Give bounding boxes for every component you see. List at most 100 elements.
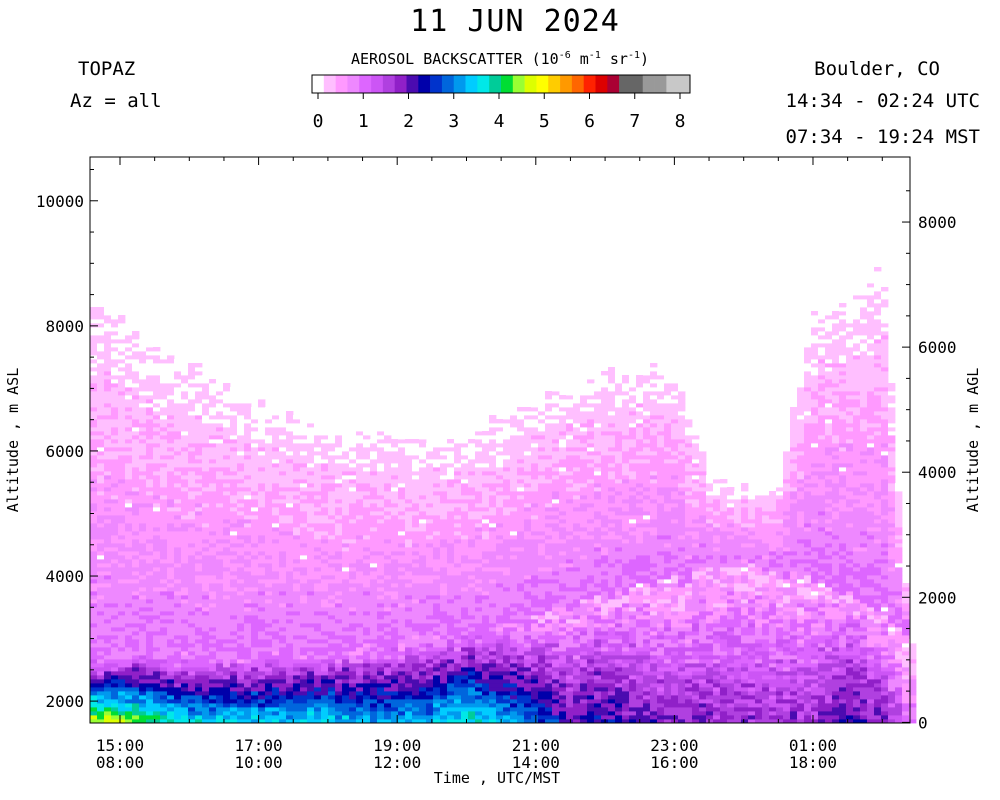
backscatter-cell [195,371,203,376]
backscatter-cell [223,423,231,428]
backscatter-cell [440,643,448,648]
backscatter-cell [342,635,350,640]
backscatter-cell [272,655,280,660]
backscatter-cell [503,503,511,508]
backscatter-cell [132,459,140,464]
backscatter-cell [307,695,315,700]
backscatter-cell [188,615,196,620]
backscatter-cell [503,443,511,448]
backscatter-cell [97,399,105,404]
backscatter-cell [132,659,140,664]
backscatter-cell [342,435,350,440]
backscatter-cell [370,663,378,668]
backscatter-cell [489,491,497,496]
backscatter-cell [146,423,154,428]
backscatter-cell [90,319,98,324]
backscatter-cell [244,711,252,716]
backscatter-cell [104,503,112,508]
backscatter-cell [111,611,119,616]
backscatter-cell [398,447,406,452]
backscatter-cell [475,463,483,468]
backscatter-cell [398,651,406,656]
backscatter-cell [258,683,266,688]
backscatter-cell [118,339,126,344]
backscatter-cell [440,663,448,668]
backscatter-cell [412,439,420,444]
backscatter-cell [433,499,441,504]
backscatter-cell [132,367,140,372]
backscatter-cell [118,451,126,456]
backscatter-cell [223,431,231,436]
backscatter-cell [202,387,210,392]
backscatter-cell [300,687,308,692]
backscatter-cell [384,507,392,512]
backscatter-cell [377,479,385,484]
backscatter-cell [97,699,105,704]
backscatter-cell [482,535,490,540]
backscatter-cell [216,647,224,652]
backscatter-cell [503,647,511,652]
backscatter-cell [125,403,133,408]
backscatter-cell [391,687,399,692]
backscatter-cell [454,707,462,712]
backscatter-cell [384,563,392,568]
backscatter-cell [440,675,448,680]
backscatter-cell [356,483,364,488]
backscatter-cell [181,495,189,500]
backscatter-cell [90,575,98,580]
backscatter-cell [307,679,315,684]
backscatter-cell [153,695,161,700]
backscatter-cell [160,707,168,712]
backscatter-cell [111,567,119,572]
backscatter-cell [503,515,511,520]
backscatter-cell [174,515,182,520]
backscatter-cell [286,427,294,432]
backscatter-cell [167,607,175,612]
backscatter-cell [405,439,413,444]
backscatter-cell [118,663,126,668]
backscatter-cell [300,455,308,460]
backscatter-cell [496,595,504,600]
backscatter-cell [426,519,434,524]
backscatter-cell [146,627,154,632]
backscatter-cell [454,579,462,584]
backscatter-cell [370,623,378,628]
backscatter-cell [279,583,287,588]
backscatter-cell [468,663,476,668]
backscatter-cell [503,435,511,440]
backscatter-cell [125,491,133,496]
backscatter-cell [293,691,301,696]
backscatter-cell [356,647,364,652]
colorbar-cell [595,75,608,93]
backscatter-cell [279,679,287,684]
backscatter-cell [125,515,133,520]
backscatter-cell [223,627,231,632]
backscatter-cell [209,667,217,672]
backscatter-cell [391,583,399,588]
backscatter-cell [349,707,357,712]
backscatter-cell [251,451,259,456]
backscatter-cell [454,535,462,540]
backscatter-cell [349,435,357,440]
backscatter-cell [139,439,147,444]
backscatter-cell [223,643,231,648]
backscatter-cell [153,419,161,424]
backscatter-cell [111,479,119,484]
backscatter-cell [97,307,105,312]
backscatter-cell [370,591,378,596]
backscatter-cell [272,647,280,652]
backscatter-cell [321,639,329,644]
backscatter-cell [258,491,266,496]
backscatter-cell [461,639,469,644]
backscatter-cell [293,531,301,536]
backscatter-cell [405,715,413,720]
backscatter-cell [503,455,511,460]
backscatter-cell [461,491,469,496]
backscatter-cell [258,715,266,720]
backscatter-cell [349,567,357,572]
backscatter-cell [335,667,343,672]
backscatter-cell [132,427,140,432]
backscatter-cell [195,383,203,388]
backscatter-cell [447,627,455,632]
backscatter-cell [251,483,259,488]
